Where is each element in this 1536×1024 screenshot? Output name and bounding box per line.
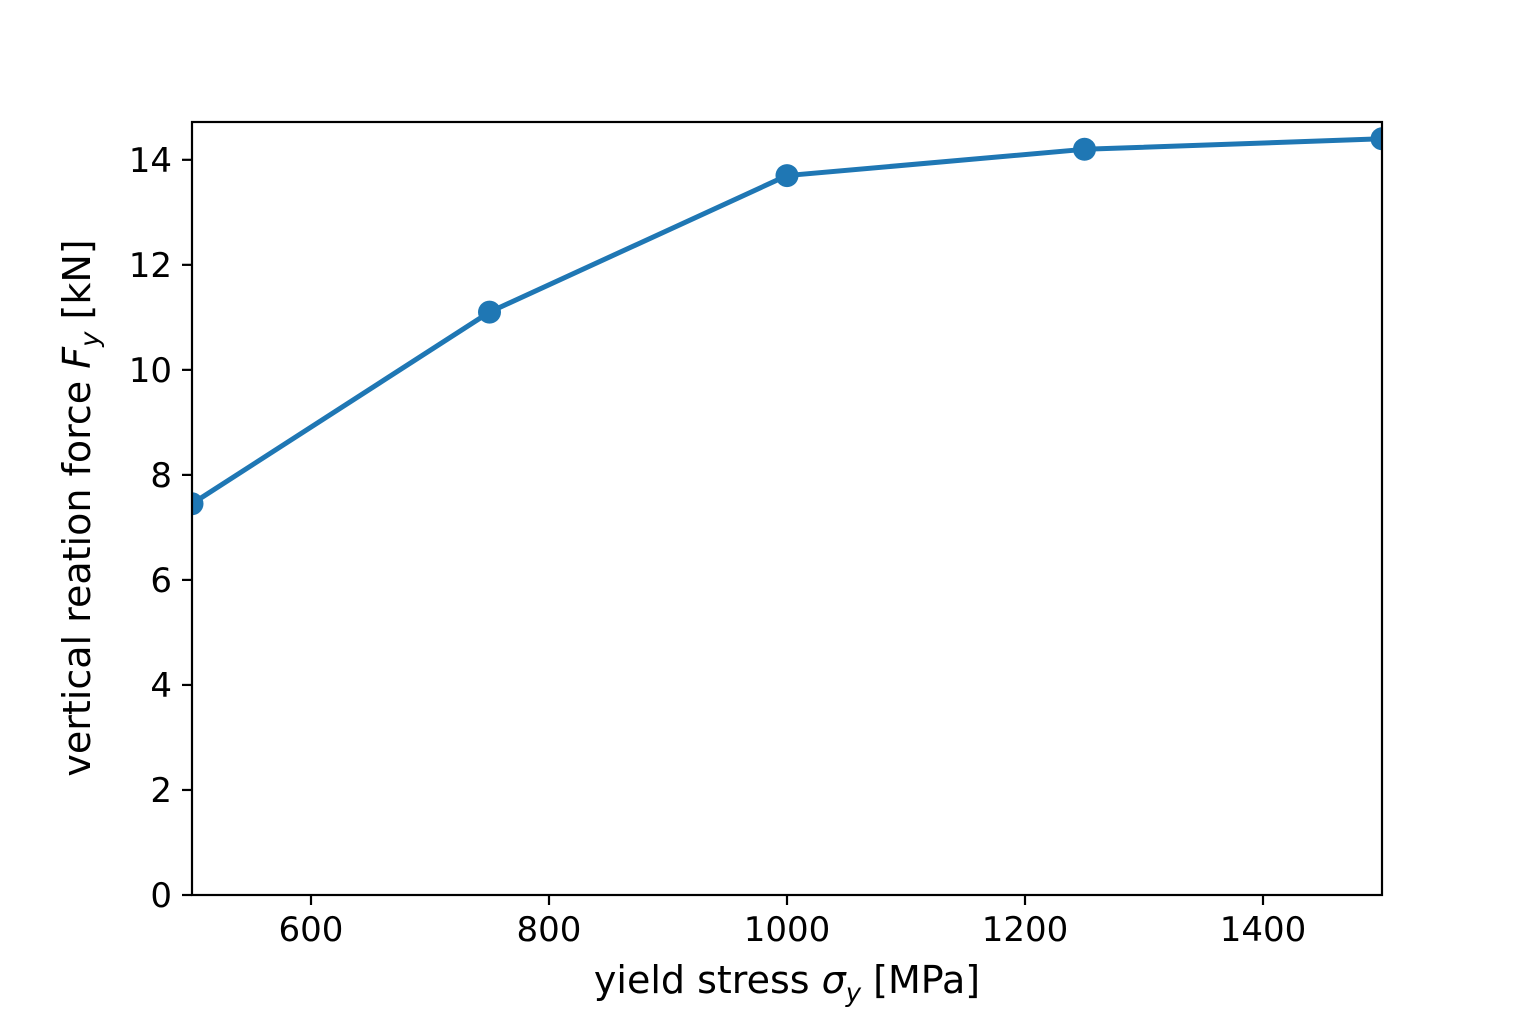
data-point-marker	[775, 164, 799, 188]
x-axis-label-suffix: [MPa]	[861, 958, 981, 1002]
x-axis-label: yield stress σy [MPa]	[192, 958, 1382, 1009]
force-subscript: y	[75, 331, 106, 347]
data-point-marker	[192, 492, 204, 516]
y-axis-label-suffix: [kN]	[55, 239, 100, 332]
sigma-symbol: σy	[821, 958, 862, 1009]
y-axis-ticks: 0 2 4 6 8 10 12 14	[129, 141, 192, 916]
y-axis-label-prefix: vertical reation force	[55, 368, 100, 777]
x-tick-label: 600	[279, 910, 344, 950]
x-axis-label-prefix: yield stress	[593, 958, 822, 1002]
data-point-marker	[1073, 137, 1096, 161]
y-tick-label: 4	[150, 666, 172, 706]
data-point-marker	[478, 300, 501, 324]
series-line	[192, 136, 1382, 507]
y-tick-label: 2	[150, 771, 172, 811]
data-series-group	[192, 127, 1382, 516]
y-tick-label: 8	[150, 456, 172, 496]
y-tick-label: 0	[150, 876, 172, 916]
y-tick-label: 14	[129, 141, 172, 181]
force-symbol: Fy	[55, 331, 106, 369]
y-tick-label: 6	[150, 561, 172, 601]
y-tick-label: 12	[129, 246, 172, 286]
x-tick-label: 1200	[982, 910, 1069, 950]
x-tick-label: 1400	[1220, 910, 1307, 950]
x-tick-label: 1000	[744, 910, 831, 950]
y-axis-label: vertical reation force Fy [kN]	[55, 239, 106, 777]
x-axis-ticks: 600 800 1000 1200 1400	[279, 895, 1307, 950]
sigma-subscript: y	[845, 978, 862, 1009]
data-point-marker	[1370, 127, 1382, 151]
y-tick-label: 10	[129, 351, 172, 391]
x-tick-label: 800	[517, 910, 582, 950]
axes-spines	[190, 120, 1384, 897]
